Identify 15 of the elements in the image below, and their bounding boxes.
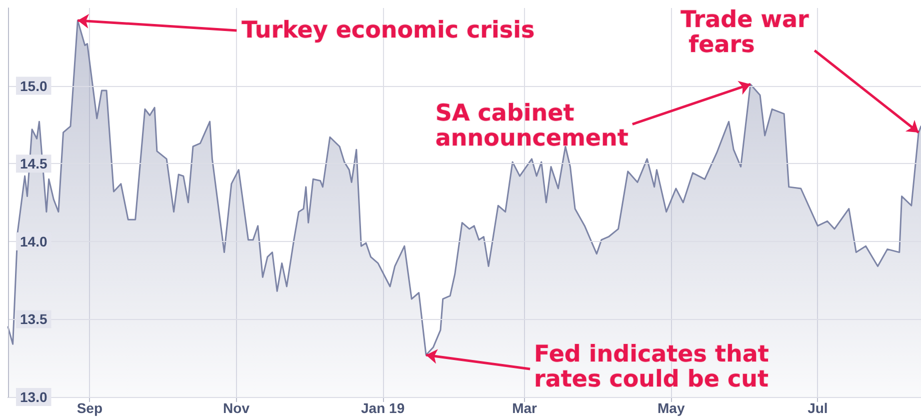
x-tick-label: Jul: [808, 400, 828, 416]
annotation: Trade war fears: [680, 6, 810, 58]
x-tick-label: Nov: [223, 400, 250, 416]
y-tick-label: 14.0: [20, 233, 48, 250]
x-tick-label: Mar: [512, 400, 538, 416]
y-tick-label: 13.0: [20, 389, 48, 405]
y-tick-label: 15.0: [20, 78, 48, 94]
annotation: SA cabinet announcement: [435, 100, 628, 152]
annotation: Fed indicates that rates could be cut: [534, 341, 777, 392]
x-tick-label: Sep: [76, 400, 103, 416]
x-tick-label: May: [658, 400, 685, 416]
y-tick-label: 14.5: [20, 156, 48, 172]
x-tick-label: Jan 19: [361, 400, 405, 416]
y-tick-label: 13.5: [20, 311, 48, 328]
annotation: Turkey economic crisis: [242, 17, 535, 44]
